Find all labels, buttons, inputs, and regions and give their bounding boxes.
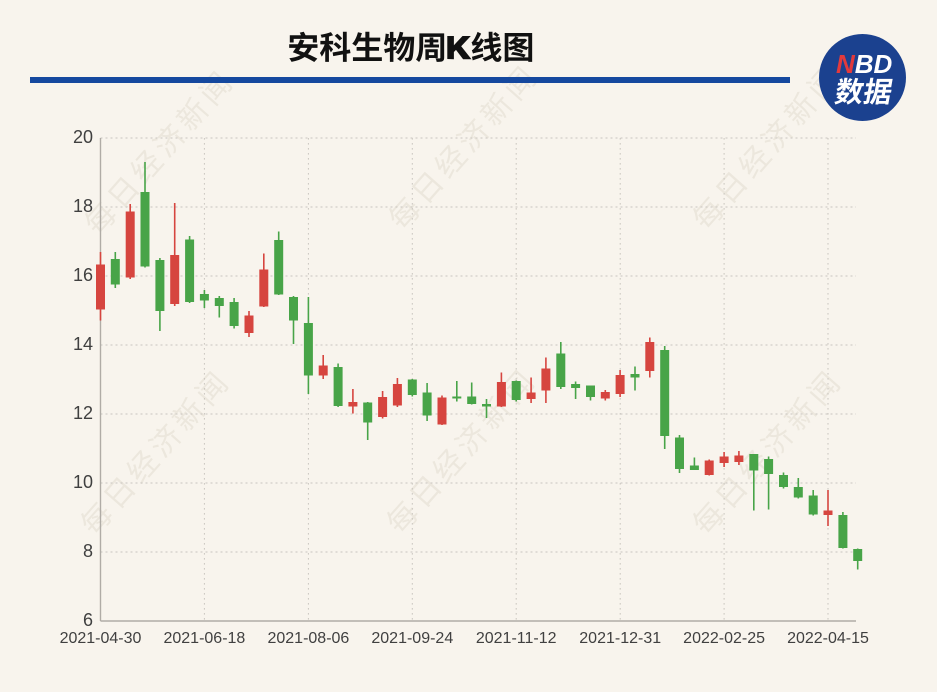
svg-text:20: 20 <box>73 127 93 147</box>
svg-text:2021-09-24: 2021-09-24 <box>371 630 453 647</box>
svg-text:2021-06-18: 2021-06-18 <box>163 630 245 647</box>
svg-text:8: 8 <box>83 541 93 561</box>
svg-text:18: 18 <box>73 196 93 216</box>
svg-text:2021-11-12: 2021-11-12 <box>476 630 557 647</box>
svg-text:10: 10 <box>73 472 93 492</box>
svg-text:12: 12 <box>73 403 93 423</box>
svg-text:NBD: NBD <box>836 49 893 79</box>
svg-text:2021-12-31: 2021-12-31 <box>579 630 661 647</box>
svg-text:14: 14 <box>73 334 93 354</box>
svg-text:2022-04-15: 2022-04-15 <box>787 630 869 647</box>
svg-text:6: 6 <box>83 610 93 630</box>
svg-text:2021-08-06: 2021-08-06 <box>267 630 349 647</box>
svg-text:2022-02-25: 2022-02-25 <box>683 630 765 647</box>
svg-text:2021-04-30: 2021-04-30 <box>60 630 142 647</box>
svg-text:16: 16 <box>73 265 93 285</box>
